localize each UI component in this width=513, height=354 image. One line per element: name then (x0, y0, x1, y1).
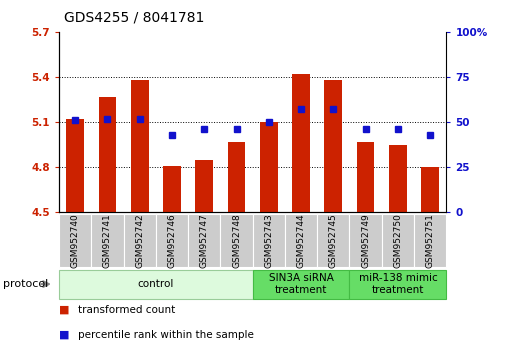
Text: GSM952751: GSM952751 (426, 213, 435, 268)
Text: GDS4255 / 8041781: GDS4255 / 8041781 (64, 11, 205, 25)
Bar (188, 214, 221, 267)
Bar (389, 145, 407, 212)
Text: GSM952748: GSM952748 (232, 213, 241, 268)
Text: GSM952741: GSM952741 (103, 213, 112, 268)
Bar (228, 142, 245, 212)
Bar (324, 80, 342, 212)
Bar (357, 142, 374, 212)
Bar (163, 166, 181, 212)
Text: GSM952740: GSM952740 (71, 213, 80, 268)
Text: ■: ■ (59, 305, 69, 315)
Bar (317, 214, 349, 267)
Bar (252, 214, 285, 267)
Bar (382, 214, 414, 267)
Bar (260, 122, 278, 212)
Bar (66, 119, 84, 212)
Bar (98, 97, 116, 212)
Bar (91, 214, 124, 267)
Bar (221, 214, 252, 267)
Text: GSM952744: GSM952744 (297, 213, 306, 268)
Text: miR-138 mimic
treatment: miR-138 mimic treatment (359, 273, 437, 295)
Bar (292, 74, 310, 212)
Text: GSM952743: GSM952743 (264, 213, 273, 268)
Text: GSM952750: GSM952750 (393, 213, 402, 268)
Bar (59, 270, 252, 298)
Bar (131, 80, 149, 212)
Bar (421, 167, 439, 212)
Bar (285, 214, 317, 267)
Bar (349, 214, 382, 267)
Bar (124, 214, 156, 267)
Text: SIN3A siRNA
treatment: SIN3A siRNA treatment (269, 273, 333, 295)
Text: percentile rank within the sample: percentile rank within the sample (78, 330, 254, 339)
Bar (414, 214, 446, 267)
Text: transformed count: transformed count (78, 305, 176, 315)
Text: GSM952747: GSM952747 (200, 213, 209, 268)
Bar (156, 214, 188, 267)
Text: ■: ■ (59, 330, 69, 339)
Bar (349, 270, 446, 298)
Bar (59, 214, 91, 267)
Bar (252, 270, 349, 298)
Text: control: control (137, 279, 174, 289)
Text: GSM952745: GSM952745 (329, 213, 338, 268)
Text: GSM952749: GSM952749 (361, 213, 370, 268)
Bar (195, 160, 213, 212)
Text: protocol: protocol (3, 279, 48, 289)
Text: GSM952742: GSM952742 (135, 213, 144, 268)
Text: GSM952746: GSM952746 (167, 213, 176, 268)
